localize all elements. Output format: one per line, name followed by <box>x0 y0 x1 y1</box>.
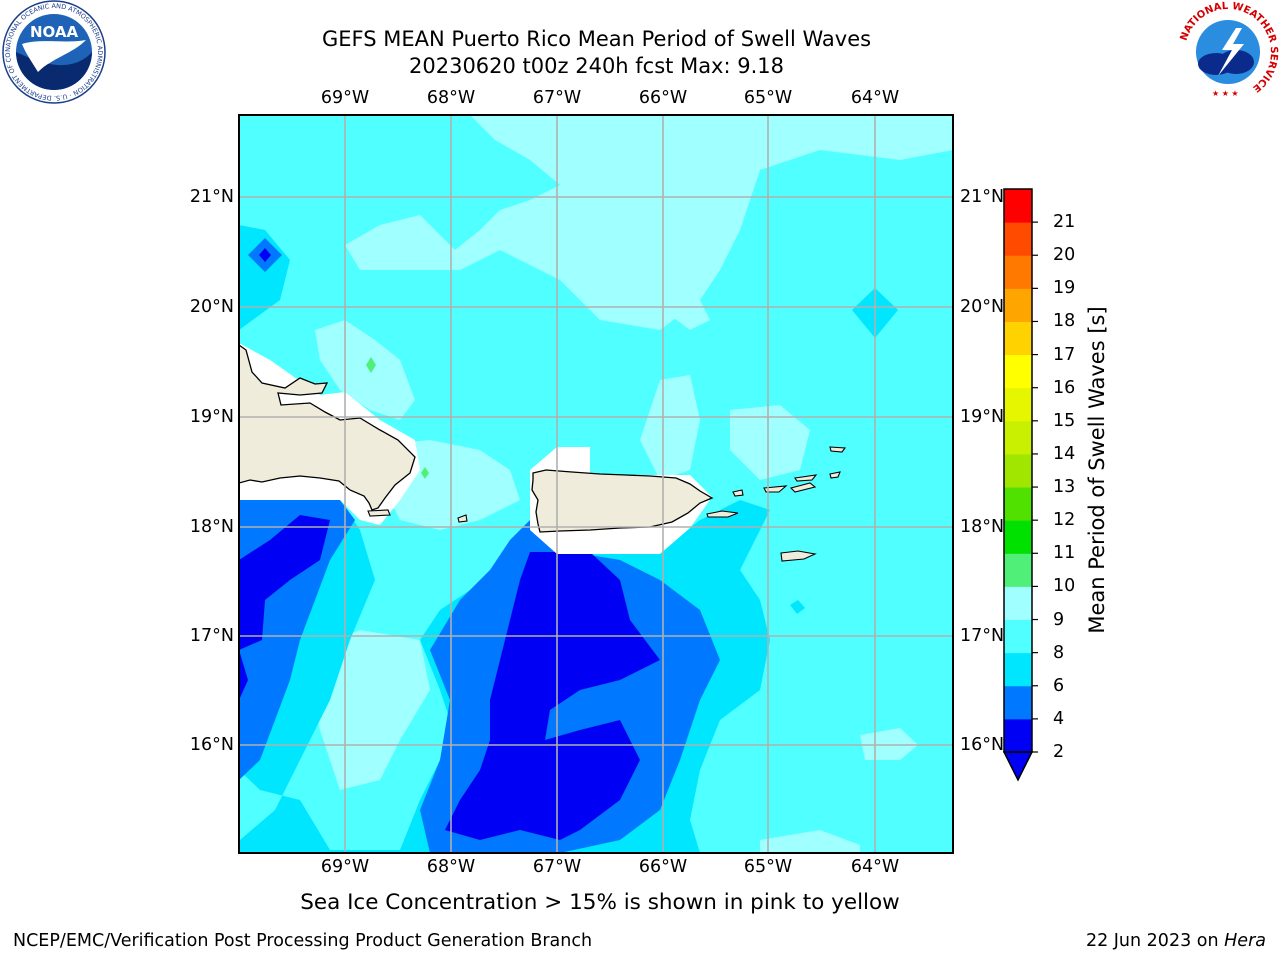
colorbar-segment <box>1004 321 1032 356</box>
lat-label-left: 16°N <box>189 735 234 755</box>
colorbar-tick-label: 14 <box>1053 443 1076 464</box>
colorbar-segment <box>1004 487 1032 521</box>
colorbar-segment <box>1004 255 1032 289</box>
colorbar-tick-label: 15 <box>1053 410 1076 431</box>
colorbar-tick-label: 9 <box>1053 609 1065 630</box>
colorbar-segment <box>1004 387 1032 422</box>
colorbar-segment <box>1004 619 1032 654</box>
swell-field-4-6 <box>790 600 805 614</box>
colorbar-tick-label: 18 <box>1053 311 1076 332</box>
lon-label-top: 65°W <box>743 88 793 108</box>
lat-label-right: 20°N <box>960 297 1005 317</box>
swell-field-below-2 <box>259 248 271 262</box>
lat-label-left: 18°N <box>189 517 234 537</box>
colorbar-tick-label: 8 <box>1053 642 1065 663</box>
footer-date: 22 Jun 2023 on Hera <box>1085 931 1266 951</box>
lat-label-right: 19°N <box>960 407 1005 427</box>
swell-field-below-2 <box>239 515 330 650</box>
colorbar-tick-label: 13 <box>1053 477 1076 498</box>
lon-label-top: 68°W <box>426 88 476 108</box>
colorbar-tick-label: 6 <box>1053 675 1065 696</box>
map-panel <box>238 114 954 854</box>
lat-label-left: 19°N <box>189 407 234 427</box>
swell-field-8-9 <box>345 115 953 330</box>
vieques <box>706 510 739 518</box>
colorbar-segment <box>1004 685 1032 720</box>
swell-field-below-2 <box>239 650 248 700</box>
lat-label-right: 17°N <box>960 626 1005 646</box>
lon-label-bottom: 68°W <box>426 857 476 877</box>
colorbar-tick-label: 10 <box>1053 576 1076 597</box>
virgin-island <box>794 474 818 482</box>
lon-label-top: 66°W <box>638 88 688 108</box>
sea-ice-note: Sea Ice Concentration > 15% is shown in … <box>300 890 900 915</box>
colorbar-tick-label: 11 <box>1053 543 1076 564</box>
colorbar-segment <box>1004 718 1032 753</box>
colorbar-tick-label: 2 <box>1053 742 1065 762</box>
swell-field-9-10 <box>421 467 429 479</box>
lon-label-bottom: 69°W <box>320 857 370 877</box>
colorbar-tick-label: 20 <box>1053 245 1076 266</box>
colorbar-tick-label: 17 <box>1053 344 1076 365</box>
colorbar-label: Mean Period of Swell Waves [s] <box>1085 306 1109 634</box>
colorbar-segment <box>1004 652 1032 687</box>
st-croix <box>780 550 817 562</box>
lat-label-right: 21°N <box>960 187 1005 207</box>
colorbar-tick-label: 16 <box>1053 377 1076 398</box>
lon-label-bottom: 64°W <box>850 857 900 877</box>
lat-label-right: 16°N <box>960 735 1005 755</box>
colorbar-tick-label: 21 <box>1053 212 1076 233</box>
mona-island <box>457 514 468 523</box>
colorbar-frame <box>1003 188 1033 753</box>
swell-field-8-9 <box>315 320 415 420</box>
colorbar-segment <box>1004 222 1032 256</box>
colorbar-segment <box>1004 586 1032 621</box>
lon-label-bottom: 66°W <box>638 857 688 877</box>
colorbar-tick-label: 19 <box>1053 278 1076 299</box>
lat-label-left: 20°N <box>189 297 234 317</box>
swell-field-8-9 <box>550 220 710 330</box>
colorbar-segment <box>1004 288 1032 322</box>
colorbar-tick-label: 12 <box>1053 510 1076 531</box>
virgin-island <box>732 489 744 497</box>
colorbar-segment <box>1004 553 1032 587</box>
colorbar-segment <box>1004 354 1032 389</box>
map-title: GEFS MEAN Puerto Rico Mean Period of Swe… <box>321 27 872 51</box>
puerto-rico <box>531 469 714 533</box>
hispaniola <box>239 344 416 511</box>
nws-logo: NATIONAL WEATHER SERVICE ★ ★ ★ <box>1177 1 1279 103</box>
lat-label-right: 18°N <box>960 517 1005 537</box>
lon-label-top: 67°W <box>532 88 582 108</box>
lon-label-bottom: 65°W <box>743 857 793 877</box>
graticule <box>239 115 953 853</box>
swell-field-below-2 <box>445 552 660 840</box>
saona-island <box>367 509 391 517</box>
lon-label-top: 64°W <box>850 88 900 108</box>
swell-field-8-9 <box>760 830 860 853</box>
footer-machine: Hera <box>1224 931 1266 951</box>
lon-label-top: 69°W <box>320 88 370 108</box>
swell-field-9-10 <box>366 357 376 373</box>
colorbar-extend-triangle <box>1002 751 1034 782</box>
noaa-logo-text: NOAA <box>30 23 79 41</box>
footer-credit: NCEP/EMC/Verification Post Processing Pr… <box>13 931 593 951</box>
colorbar-segment <box>1004 453 1032 488</box>
lon-label-bottom: 67°W <box>532 857 582 877</box>
virgin-island <box>763 485 788 493</box>
virgin-island <box>789 482 817 493</box>
map-subtitle: 20230620 t00z 240h fcst Max: 9.18 <box>409 54 784 78</box>
swell-field-8-9 <box>730 405 810 480</box>
lat-label-left: 17°N <box>189 626 234 646</box>
swell-field-8-9 <box>640 375 700 480</box>
svg-text:★ ★ ★: ★ ★ ★ <box>1212 89 1239 98</box>
anegada <box>829 471 841 479</box>
colorbar-segment <box>1004 189 1032 223</box>
lat-label-left: 21°N <box>189 187 234 207</box>
colorbar-segment <box>1004 420 1032 455</box>
sombrero-island <box>829 446 847 453</box>
colorbar-segment <box>1004 520 1032 554</box>
noaa-logo: NATIONAL OCEANIC AND ATMOSPHERIC ADMINIS… <box>2 0 106 104</box>
colorbar <box>1002 188 1038 782</box>
colorbar-tick-label: 4 <box>1053 708 1065 729</box>
